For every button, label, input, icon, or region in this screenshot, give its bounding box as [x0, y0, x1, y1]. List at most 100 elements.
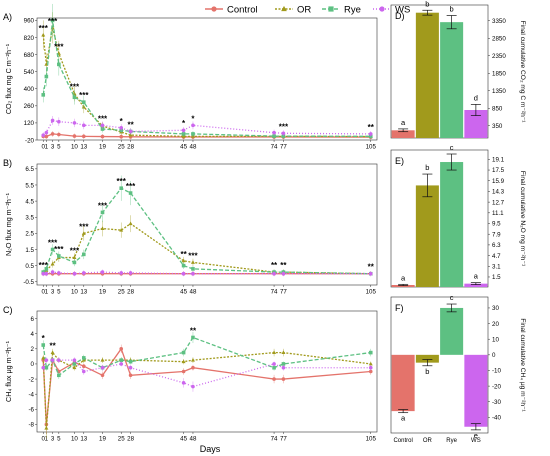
significance-mark: *** [79, 222, 89, 231]
data-point-rye [57, 62, 61, 67]
x-tick-label: 13 [80, 436, 87, 443]
x-tick-label: 45 [180, 289, 187, 296]
data-point-ws [191, 384, 195, 389]
data-point-or [81, 231, 86, 235]
significance-letter: b [450, 5, 454, 14]
data-point-control [272, 377, 276, 381]
y-tick-label: 6.5 [25, 166, 34, 173]
data-point-or [190, 260, 195, 264]
data-point-ws [72, 121, 77, 125]
shared-x-label: Days [200, 444, 221, 454]
x-tick-label: 74 [271, 144, 278, 151]
significance-mark: *** [39, 261, 49, 270]
data-point-rye [81, 252, 86, 257]
y-tick-label: 850 [492, 105, 503, 112]
y-tick-label: 7.9 [492, 231, 501, 238]
series-line-control [42, 347, 371, 425]
x-tick-label: 28 [127, 144, 134, 151]
x-tick-label: 77 [280, 144, 287, 151]
data-point-ws [368, 132, 373, 136]
data-point-ws [41, 365, 46, 370]
data-point-or [272, 350, 277, 355]
x-tick-label: Rye [446, 438, 457, 444]
bar-or [415, 354, 439, 363]
y-axis-label: Final cumulative CO₂ mg C m⁻²h⁻¹ [519, 21, 526, 124]
data-point-ws [128, 129, 133, 134]
data-point-ws [57, 358, 61, 362]
data-point-rye [119, 358, 124, 362]
y-tick-label: -20 [25, 137, 35, 144]
y-axis-label: CH₄ flux μg m⁻²h⁻¹ [4, 340, 13, 402]
data-point-rye [44, 365, 49, 370]
significance-mark: ** [368, 123, 375, 132]
significance-letter: e [474, 431, 478, 440]
y-tick-label: -10 [492, 368, 502, 375]
data-point-rye [44, 74, 49, 79]
y-tick-label: 2850 [492, 35, 506, 42]
x-tick-label: 105 [366, 289, 377, 296]
data-point-control [100, 373, 105, 378]
data-point-or [368, 361, 373, 366]
data-point-or [119, 227, 124, 232]
y-tick-label: 0 [31, 361, 35, 368]
data-point-ws [272, 362, 276, 366]
plot-frame [390, 4, 489, 139]
data-point-rye [81, 100, 86, 104]
y-tick-label: 1.5 [492, 274, 501, 281]
data-point-or [190, 357, 195, 362]
x-tick-label: 0 [42, 144, 46, 151]
data-point-or [100, 226, 105, 230]
data-point-rye [81, 356, 86, 360]
y-tick-label: 260 [24, 103, 35, 110]
plot-frame [36, 310, 378, 433]
data-point-ws [272, 130, 276, 135]
significance-mark: *** [54, 245, 64, 254]
y-tick-label: 19.1 [492, 157, 505, 164]
bar-rye [440, 22, 464, 138]
data-point-control [57, 132, 61, 137]
data-point-rye [368, 350, 373, 355]
panel-e-cumulative-n2o: E) 1.5 3.1 4.7 6.3 7.9 9.5 11.1 12.7 14.3 15.9 17.5… [390, 143, 526, 288]
data-point-ws [119, 362, 124, 366]
y-tick-label: 2 [31, 346, 35, 353]
y-tick-label: 9.5 [492, 221, 501, 228]
y-tick-label: 6 [31, 316, 35, 323]
x-tick-label: 48 [190, 436, 197, 443]
legend-label-ws: WS [395, 5, 410, 16]
data-point-rye [44, 267, 49, 271]
significance-letter: b [425, 0, 429, 8]
series-line-or [42, 27, 371, 138]
data-point-or [181, 359, 186, 364]
data-point-ws [368, 365, 373, 370]
data-point-ws [100, 123, 105, 128]
x-tick-label: 3 [51, 436, 55, 443]
y-tick-label: 3.5 [25, 215, 34, 222]
x-tick-label: 105 [366, 436, 377, 443]
data-point-or [181, 258, 186, 263]
data-point-rye [50, 18, 55, 23]
data-point-control [100, 134, 105, 139]
legend-label-rye: Rye [344, 5, 361, 16]
data-point-rye [128, 191, 133, 195]
data-point-rye [100, 210, 105, 215]
y-tick-label: -20 [492, 383, 502, 390]
x-tick-label: 10 [71, 289, 78, 296]
data-point-ws [50, 358, 55, 362]
significance-letter: b [425, 163, 429, 172]
data-point-ws [281, 131, 286, 136]
data-point-ws [50, 118, 55, 123]
data-point-or [281, 350, 286, 355]
y-tick-label: 1350 [492, 88, 506, 95]
y-tick-label: 3350 [492, 18, 506, 25]
plot-frame [390, 296, 489, 434]
data-point-control [50, 132, 55, 136]
bar-ws [464, 354, 488, 427]
bar-ws [464, 110, 488, 138]
data-point-control [119, 134, 124, 139]
y-tick-label: -8 [28, 422, 34, 429]
y-tick-label: -40 [492, 415, 502, 422]
y-tick-label: -4 [28, 391, 34, 398]
x-tick-label: 25 [118, 144, 125, 151]
significance-letter: a [401, 414, 406, 423]
